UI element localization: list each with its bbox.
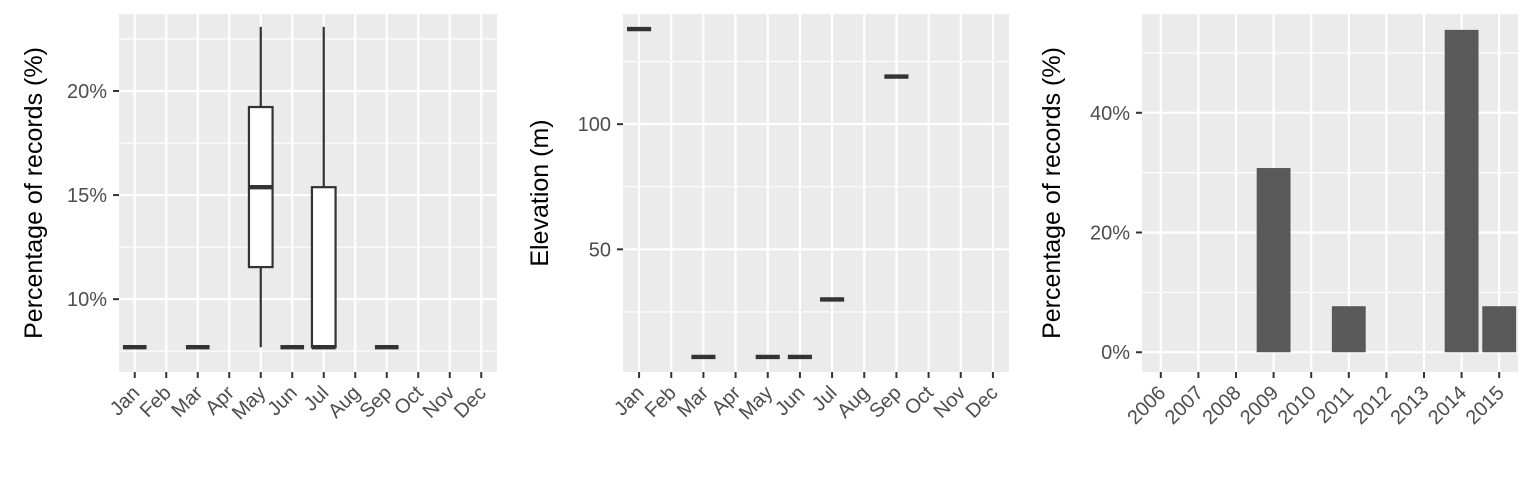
x-tick-label: Oct — [390, 382, 428, 420]
x-tick-label: Dec — [450, 382, 491, 423]
x-tick-label: Sep — [865, 382, 906, 423]
box — [310, 186, 337, 349]
bar-chart-percentage-by-year: 0% 20% 40% 20062007200820092010201120122013… — [1038, 14, 1518, 429]
x-tick-label: Nov — [930, 382, 971, 423]
box-plot-percentage-by-month: 10%15%20%JanFebMarAprMayJunJulAugSepOctN… — [20, 14, 497, 424]
x-tick-label: Oct — [901, 382, 939, 420]
y-tick-label: 0% — [1101, 342, 1130, 364]
x-tick-label: Mar — [167, 382, 207, 422]
x-tick-label: 2014 — [1424, 382, 1471, 429]
x-tick-label: 2006 — [1123, 382, 1170, 429]
y-axis-title: Elevation (m) — [526, 119, 554, 266]
bar — [1331, 306, 1366, 353]
x-tick-label: Nov — [419, 382, 460, 423]
x-tick-label: 2011 — [1312, 382, 1358, 428]
y-axis-title: Percentage of records (%) — [1038, 47, 1066, 339]
x-tick-label: 2009 — [1236, 382, 1283, 429]
x-tick-label: 2015 — [1462, 382, 1509, 429]
x-tick-label: 2010 — [1274, 382, 1321, 429]
y-tick-label: 20% — [1090, 223, 1130, 245]
x-tick-label: Aug — [833, 382, 874, 423]
y-tick-label: 20% — [67, 81, 107, 103]
y-tick-label: 40% — [1090, 103, 1130, 125]
x-tick-label: 2007 — [1161, 382, 1208, 429]
x-tick-label: Feb — [641, 382, 681, 422]
x-tick-label: Sep — [356, 382, 397, 423]
x-tick-label: Mar — [673, 382, 713, 422]
bar — [1482, 306, 1517, 353]
x-tick-label: 2012 — [1349, 382, 1396, 429]
x-tick-label: Jan — [610, 382, 648, 420]
y-tick-label: 100 — [578, 114, 611, 136]
bar — [1256, 168, 1291, 353]
x-tick-label: Aug — [324, 382, 365, 423]
x-tick-label: May — [735, 382, 777, 424]
x-tick-label: Dec — [962, 382, 1003, 423]
x-tick-label: 2008 — [1199, 382, 1246, 429]
y-axis-title: Percentage of records (%) — [20, 47, 48, 339]
x-tick-label: Jan — [106, 382, 144, 420]
x-tick-label: Feb — [136, 382, 176, 422]
x-tick-label: Jun — [263, 382, 301, 420]
y-tick-label: 10% — [67, 289, 107, 311]
bar — [1444, 29, 1479, 353]
x-tick-label: 2013 — [1387, 382, 1434, 429]
x-tick-label: Jun — [771, 382, 809, 420]
y-tick-label: 15% — [67, 185, 107, 207]
panel-background — [623, 14, 1009, 372]
box-plot-elevation-by-month: 50100JanFebMarAprMayJunJulAugSepOctNovDe… — [526, 14, 1009, 424]
panel-background — [119, 14, 497, 372]
y-tick-label: 50 — [589, 239, 611, 261]
